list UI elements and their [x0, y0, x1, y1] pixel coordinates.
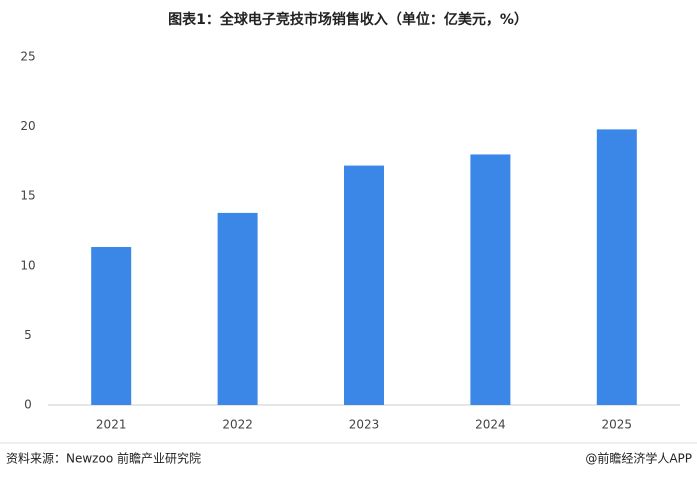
chart-title: 图表1：全球电子竞技市场销售收入（单位：亿美元，%）	[168, 11, 528, 28]
x-tick-label: 2022	[222, 418, 253, 432]
x-tick-label: 2024	[475, 418, 506, 432]
bar	[91, 247, 132, 405]
y-tick-label: 0	[24, 398, 32, 412]
bar	[470, 154, 511, 405]
y-tick-label: 20	[20, 119, 35, 133]
x-tick-label: 2023	[349, 418, 380, 432]
y-tick-label: 10	[20, 258, 35, 272]
x-tick-label: 2025	[602, 418, 633, 432]
y-tick-label: 5	[24, 328, 32, 342]
y-tick-label: 25	[20, 50, 35, 64]
bar	[596, 129, 637, 405]
x-tick-label: 2021	[96, 418, 127, 432]
source: 资料来源：Newzoo 前瞻产业研究院	[6, 451, 201, 466]
bar	[344, 165, 384, 405]
y-tick-label: 15	[20, 189, 35, 203]
credit: @前瞻经济学人APP	[585, 451, 692, 466]
bar	[217, 212, 258, 405]
